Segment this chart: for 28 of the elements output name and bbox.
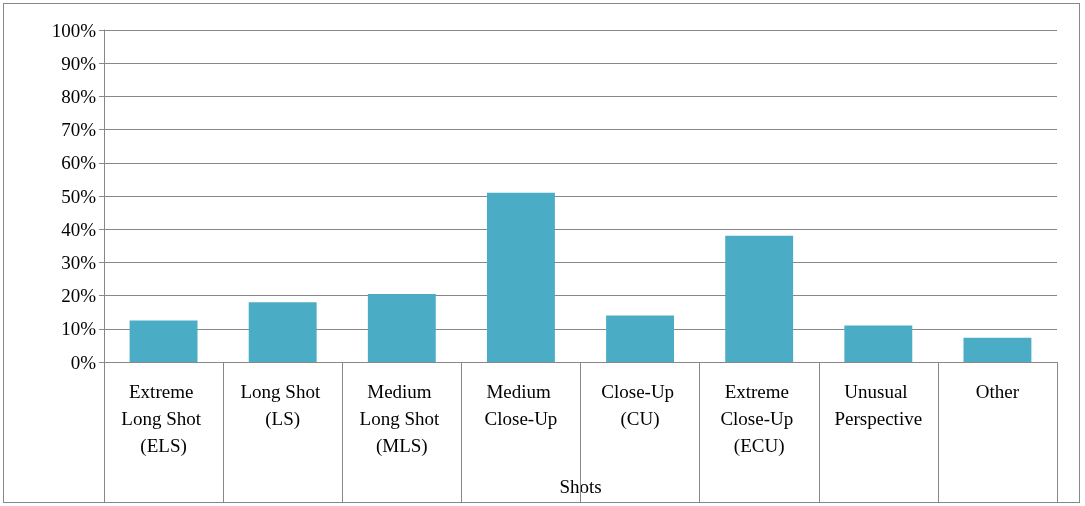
y-tick-label: 30% <box>61 251 97 273</box>
bar <box>367 293 436 362</box>
bar <box>606 315 675 362</box>
y-tick-label: 70% <box>61 119 97 141</box>
y-tick-label: 100% <box>51 19 97 41</box>
bar <box>248 302 317 362</box>
x-tick-label: Close-Up (CU) <box>601 381 679 430</box>
x-tick-label: Unusual Perspective <box>834 381 923 429</box>
bar <box>963 337 1032 362</box>
y-tick-label: 80% <box>61 85 97 107</box>
x-tick-label: Medium Close-Up <box>484 381 558 429</box>
bar <box>844 325 913 362</box>
y-tick-label: 90% <box>61 52 97 74</box>
bar <box>486 192 555 362</box>
x-tick-label: Other <box>975 381 1020 402</box>
x-tick-label: Extreme Close-Up (ECU) <box>720 381 798 457</box>
y-tick-label: 40% <box>61 218 97 240</box>
y-tick-label: 60% <box>61 152 97 174</box>
x-tick-label: Extreme Long Shot (ELS) <box>121 381 206 457</box>
y-tick-label: 50% <box>61 185 97 207</box>
x-tick-label: Medium Long Shot (MLS) <box>359 381 445 457</box>
y-tick-label: 20% <box>61 285 97 307</box>
y-tick-label: 0% <box>70 351 97 373</box>
x-tick-label: Long Shot (LS) <box>240 381 325 430</box>
bar <box>129 320 198 362</box>
y-tick-label: 10% <box>61 318 97 340</box>
bar <box>725 235 794 362</box>
x-axis-title: Shots <box>559 476 602 497</box>
